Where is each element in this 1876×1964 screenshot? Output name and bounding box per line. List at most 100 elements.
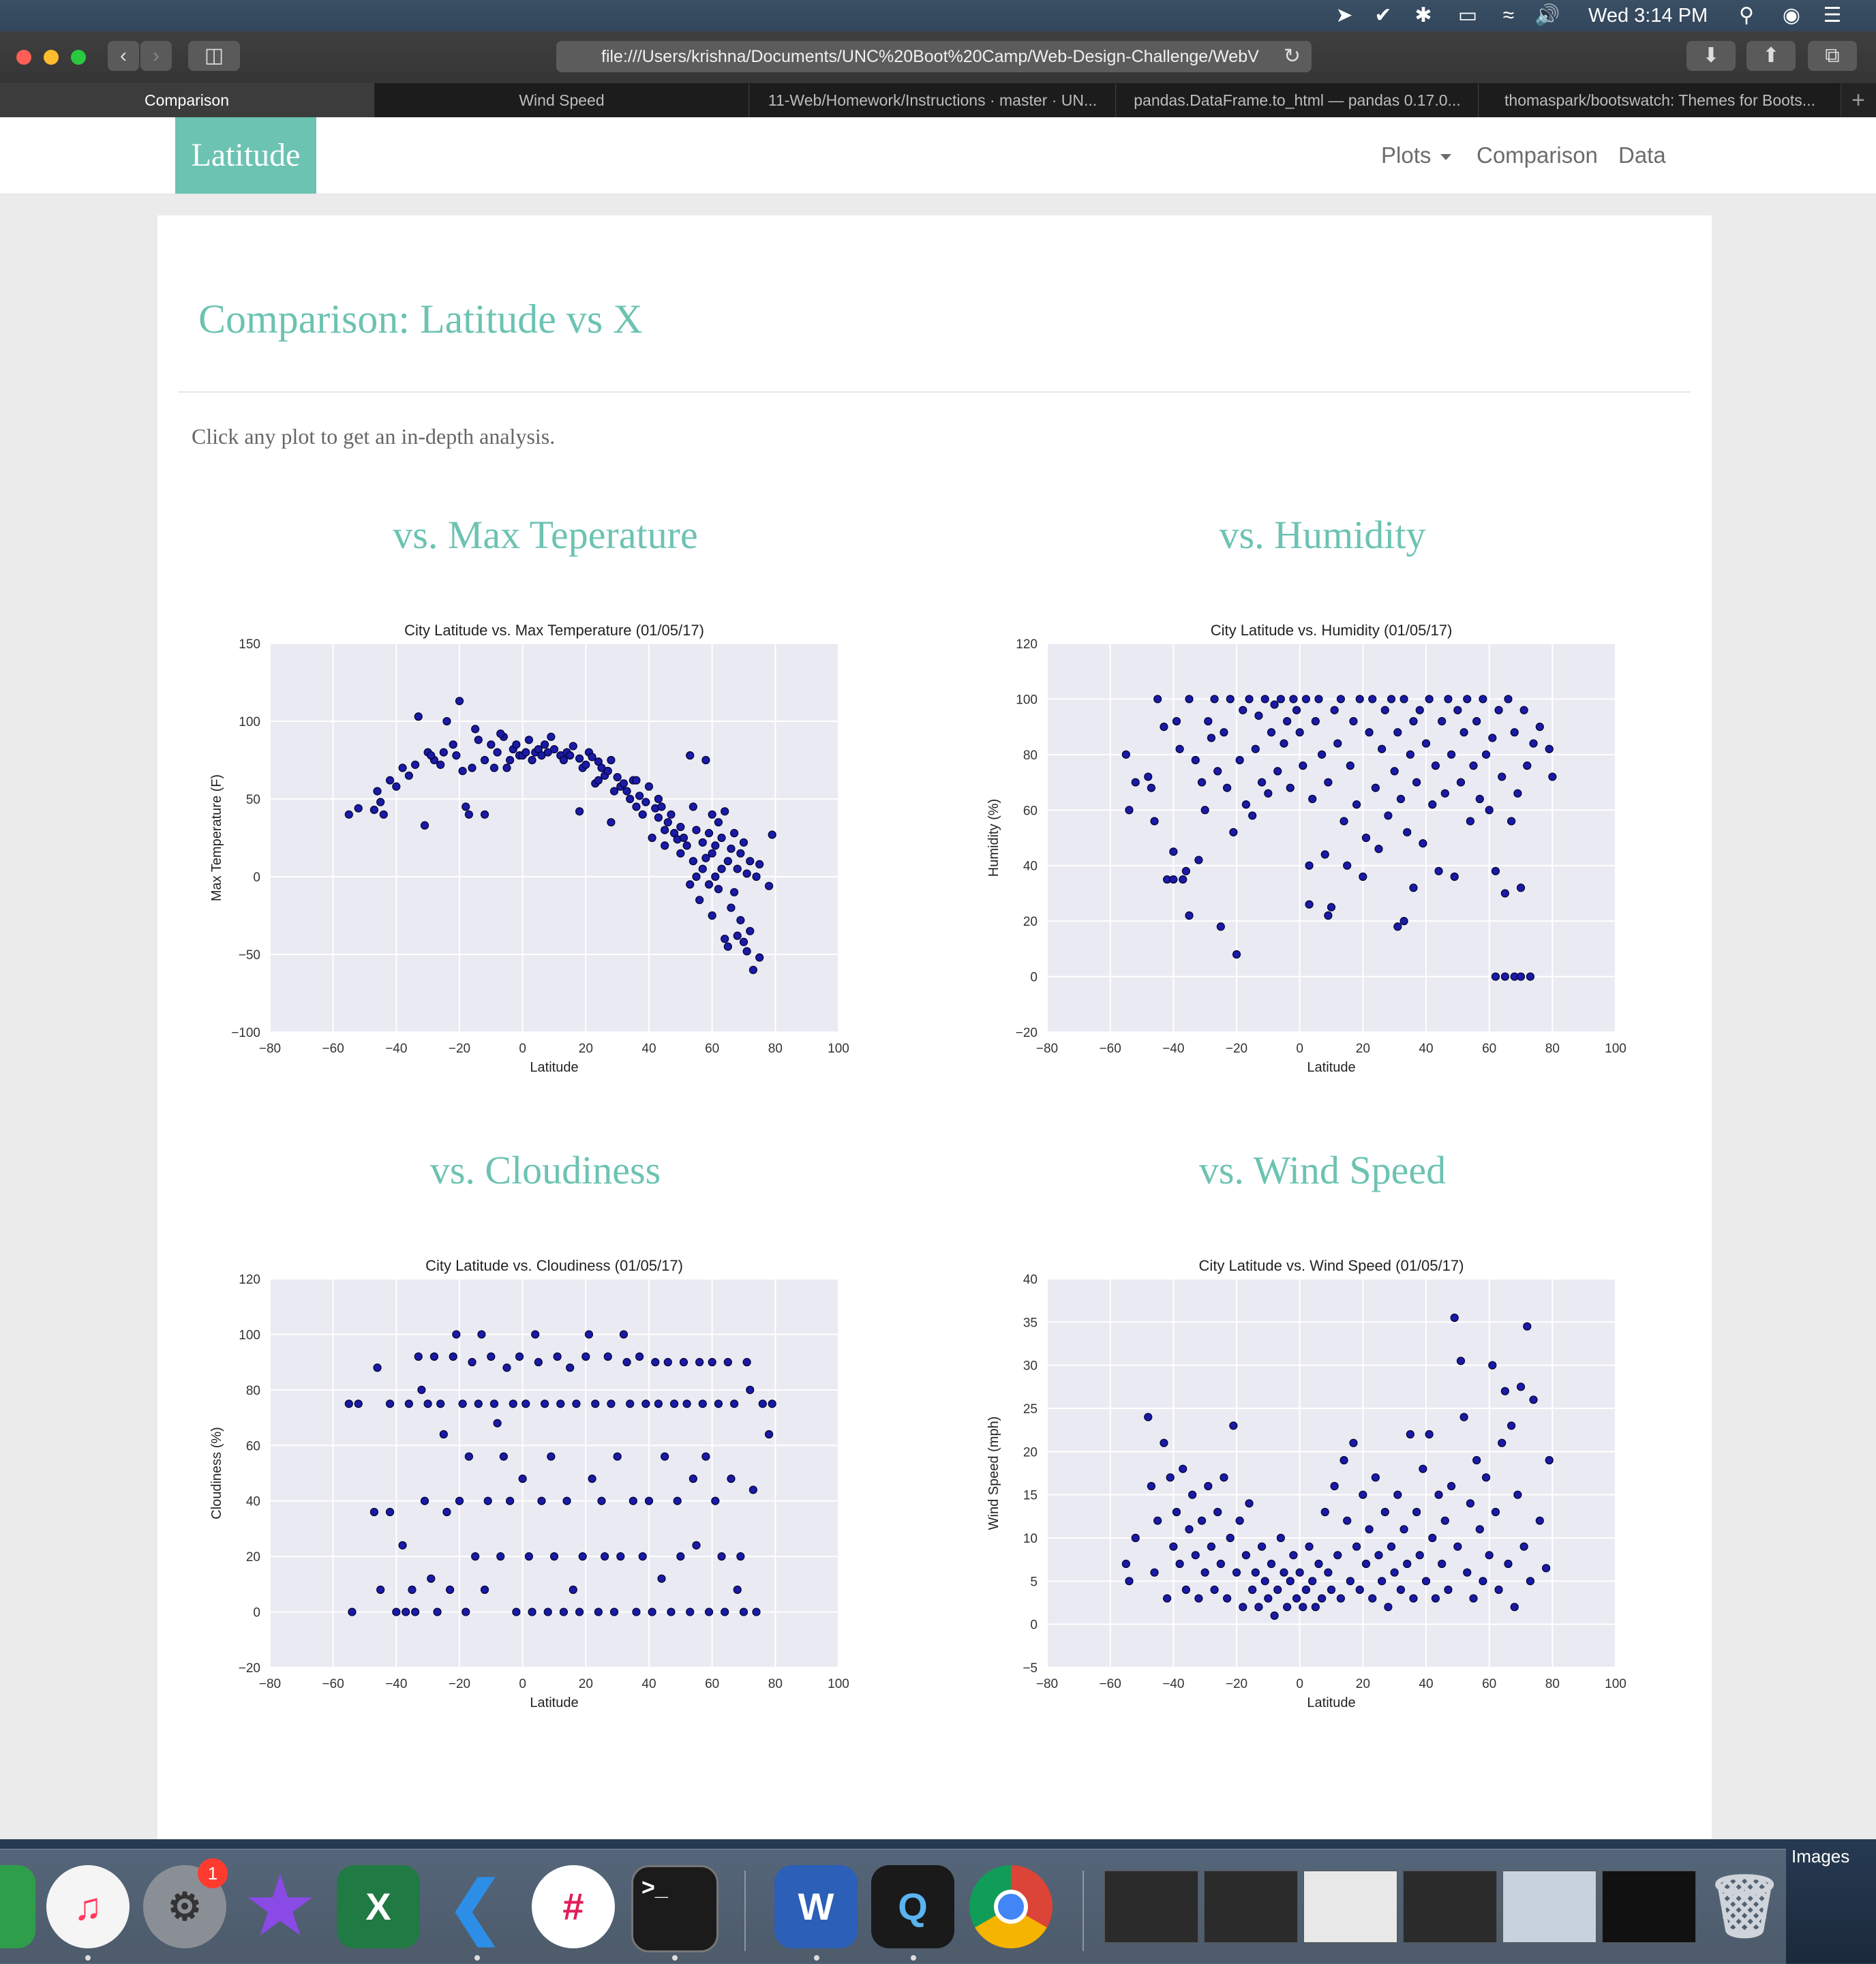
address-bar[interactable]: file:///Users/krishna/Documents/UNC%20Bo… xyxy=(556,41,1312,72)
minimize-window-button[interactable] xyxy=(44,50,59,65)
trash-icon[interactable]: 🗑 xyxy=(1705,1873,1784,1941)
data-point xyxy=(414,712,423,721)
data-point xyxy=(1150,1568,1159,1577)
siri-icon[interactable]: ◉ xyxy=(1782,4,1801,27)
data-point xyxy=(1235,1516,1244,1525)
data-point xyxy=(632,1607,641,1616)
data-point xyxy=(537,1496,546,1505)
y-tick-label: 40 xyxy=(1023,860,1038,874)
data-point xyxy=(1412,1507,1421,1517)
data-point xyxy=(1292,706,1301,714)
data-point xyxy=(518,1475,527,1483)
back-button[interactable]: ‹ xyxy=(108,41,139,71)
plot-max-temperature[interactable]: −80 −60 −40 −20 0 20 40 60 80 100 −100 −50 0 50 100 150… xyxy=(198,608,852,1085)
x-tick-label: 100 xyxy=(828,1042,849,1056)
word-app-icon[interactable]: W xyxy=(774,1865,858,1948)
nav-comparison-link[interactable]: Comparison xyxy=(1477,142,1598,168)
minimized-window-thumbnail[interactable] xyxy=(1303,1871,1397,1943)
data-point xyxy=(427,751,436,760)
plot-humidity[interactable]: −80 −60 −40 −20 0 20 40 60 80 100 −20 0 20 40 60 80 100 1… xyxy=(975,608,1629,1085)
imovie-app-icon[interactable]: ★ xyxy=(246,1864,314,1948)
data-point xyxy=(578,1552,587,1561)
data-point xyxy=(1428,800,1437,809)
data-point xyxy=(752,1607,761,1616)
tab-overview-button[interactable]: ⧉ xyxy=(1808,41,1857,71)
numbers-app-icon[interactable] xyxy=(0,1865,35,1948)
y-axis-label: Wind Speed (mph) xyxy=(986,1417,1001,1530)
minimized-window-thumbnail[interactable] xyxy=(1502,1871,1597,1943)
data-point xyxy=(1194,856,1203,864)
data-point xyxy=(657,1574,666,1583)
data-point xyxy=(1384,1603,1393,1612)
data-point xyxy=(644,1496,654,1505)
new-tab-button[interactable]: + xyxy=(1851,87,1865,113)
music-app-icon[interactable]: ♫ xyxy=(46,1865,130,1948)
tab-comparison[interactable]: Comparison xyxy=(0,83,374,117)
chrome-app-icon[interactable] xyxy=(969,1865,1053,1948)
data-point xyxy=(1491,972,1500,981)
sidebar-toggle-button[interactable]: ◫ xyxy=(188,41,240,71)
chart-title: City Latitude vs. Cloudiness (01/05/17) xyxy=(425,1257,683,1274)
volume-icon[interactable]: 🔊 xyxy=(1534,4,1560,27)
checkmark-status-icon[interactable]: ✔ xyxy=(1374,4,1392,27)
spotlight-search-icon[interactable]: ⚲ xyxy=(1739,4,1754,27)
minimized-window-thumbnail[interactable] xyxy=(1403,1871,1497,1943)
plot-wind-speed[interactable]: −80 −60 −40 −20 0 20 40 60 80 100 −5 0 5 10 15 20 25 30 35… xyxy=(975,1243,1629,1721)
share-button[interactable]: ⬆ xyxy=(1746,41,1796,71)
brand-link[interactable]: Latitude xyxy=(175,117,316,194)
data-point xyxy=(1523,1322,1532,1331)
data-point xyxy=(1197,778,1207,787)
tab-bootswatch[interactable]: thomaspark/bootswatch: Themes for Boots.… xyxy=(1479,83,1841,117)
wifi-icon[interactable]: ≈ xyxy=(1502,4,1515,27)
vscode-app-icon[interactable]: ❮ xyxy=(447,1869,504,1945)
data-point xyxy=(1251,1568,1260,1577)
data-point xyxy=(1419,1464,1427,1473)
y-tick-label: 0 xyxy=(1030,971,1038,985)
data-point xyxy=(462,802,470,811)
minimized-window-thumbnail[interactable] xyxy=(1204,1871,1298,1943)
x-tick-label: 80 xyxy=(1545,1042,1560,1056)
tab-homework-instructions[interactable]: 11-Web/Homework/Instructions · master · … xyxy=(750,83,1116,117)
notification-center-icon[interactable]: ☰ xyxy=(1823,4,1842,27)
tab-pandas-docs[interactable]: pandas.DataFrame.to_html — pandas 0.17.0… xyxy=(1117,83,1479,117)
data-point xyxy=(1466,1499,1474,1508)
minimized-window-thumbnail[interactable] xyxy=(1602,1871,1696,1943)
plot-cloudiness[interactable]: −80 −60 −40 −20 0 20 40 60 80 100 −20 0 20 40 60 80 100 1… xyxy=(198,1243,852,1721)
data-point xyxy=(1409,1594,1418,1603)
zoom-window-button[interactable] xyxy=(71,50,86,65)
menu-clock[interactable]: Wed 3:14 PM xyxy=(1588,5,1708,27)
reload-icon[interactable]: ↻ xyxy=(1283,45,1301,67)
data-point xyxy=(480,755,489,765)
data-point xyxy=(729,888,739,896)
slack-app-icon[interactable]: # xyxy=(532,1865,615,1948)
location-icon[interactable]: ➤ xyxy=(1335,4,1353,27)
data-point xyxy=(414,1352,423,1361)
data-point xyxy=(1147,1481,1155,1491)
airplay-icon[interactable]: ▭ xyxy=(1457,4,1478,27)
minimized-window-thumbnail[interactable] xyxy=(1104,1871,1198,1943)
tab-wind-speed[interactable]: Wind Speed xyxy=(375,83,749,117)
data-point xyxy=(1368,1594,1377,1603)
nav-data-link[interactable]: Data xyxy=(1618,142,1666,168)
quicktime-app-icon[interactable]: Q xyxy=(871,1865,954,1948)
data-point xyxy=(1463,695,1472,704)
forward-button[interactable]: › xyxy=(140,41,172,71)
data-point xyxy=(1340,1455,1348,1465)
data-point xyxy=(1378,744,1387,753)
data-point xyxy=(1283,1603,1292,1612)
close-window-button[interactable] xyxy=(16,50,31,65)
downloads-button[interactable]: ⬇ xyxy=(1686,41,1736,71)
data-point xyxy=(704,1607,714,1616)
data-point xyxy=(1425,1430,1434,1439)
data-point xyxy=(509,1400,517,1408)
data-point xyxy=(717,833,726,843)
data-point xyxy=(1513,789,1522,798)
data-point xyxy=(714,885,723,894)
bluetooth-icon[interactable]: ✱ xyxy=(1414,4,1432,27)
data-point xyxy=(1210,695,1219,704)
data-point xyxy=(1510,1603,1519,1612)
terminal-app-icon[interactable]: >_ xyxy=(631,1865,718,1952)
data-point xyxy=(1245,1499,1254,1508)
nav-plots-dropdown[interactable]: Plots xyxy=(1381,142,1452,169)
excel-app-icon[interactable]: X xyxy=(337,1865,420,1948)
